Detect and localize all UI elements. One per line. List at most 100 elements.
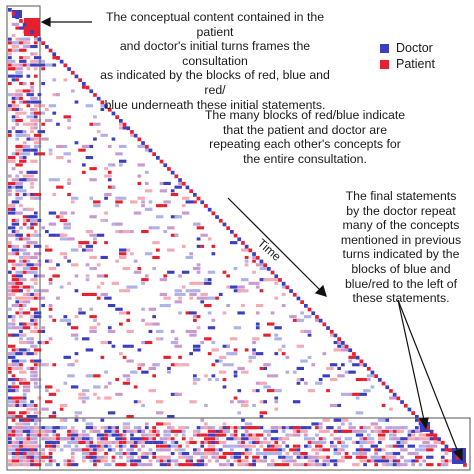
matrix-block xyxy=(392,426,401,430)
matrix-block xyxy=(15,252,20,256)
matrix-block xyxy=(30,93,34,97)
matrix-block xyxy=(30,307,38,311)
diagonal-cell xyxy=(148,148,153,153)
matrix-block xyxy=(170,329,175,333)
diagonal-cell xyxy=(119,119,123,123)
matrix-block xyxy=(218,448,223,452)
matrix-block xyxy=(292,433,301,437)
matrix-block xyxy=(152,374,156,378)
matrix-block xyxy=(415,448,419,452)
matrix-block xyxy=(363,389,371,393)
matrix-block xyxy=(252,341,256,345)
matrix-block xyxy=(204,455,208,459)
matrix-block xyxy=(107,426,112,430)
matrix-block xyxy=(11,448,16,452)
matrix-block xyxy=(156,444,160,448)
matrix-block xyxy=(96,296,101,300)
matrix-block xyxy=(33,448,38,452)
matrix-block xyxy=(300,463,304,467)
matrix-block xyxy=(41,433,45,437)
matrix-block xyxy=(26,244,31,248)
matrix-block xyxy=(211,341,216,345)
matrix-block xyxy=(407,452,415,456)
matrix-block xyxy=(15,429,23,433)
matrix-block xyxy=(119,144,127,148)
matrix-block xyxy=(89,329,97,333)
matrix-block xyxy=(137,348,142,352)
matrix-block xyxy=(89,459,94,463)
matrix-block xyxy=(363,378,367,382)
matrix-block xyxy=(255,389,260,393)
matrix-block xyxy=(115,222,123,226)
matrix-block xyxy=(82,396,90,400)
matrix-block xyxy=(107,381,112,385)
turn-diagonal xyxy=(8,8,467,467)
matrix-block xyxy=(70,248,79,252)
diagonal-cell xyxy=(252,252,256,256)
matrix-block xyxy=(70,459,75,463)
legend: Doctor Patient xyxy=(380,40,474,72)
matrix-block xyxy=(137,440,142,444)
matrix-block xyxy=(315,426,319,430)
matrix-block xyxy=(159,459,164,463)
matrix-block xyxy=(45,119,53,123)
matrix-block xyxy=(63,437,71,441)
matrix-block xyxy=(93,392,97,396)
matrix-block xyxy=(156,459,160,463)
matrix-block xyxy=(115,452,123,456)
matrix-block xyxy=(22,156,27,160)
matrix-block xyxy=(33,133,42,137)
matrix-block xyxy=(93,237,97,241)
matrix-block xyxy=(78,148,86,152)
matrix-block xyxy=(33,418,42,422)
matrix-block xyxy=(174,392,182,396)
matrix-block xyxy=(355,396,360,400)
matrix-block xyxy=(141,433,145,437)
diagonal-cell xyxy=(141,141,145,145)
diagonal-cell xyxy=(296,296,301,301)
matrix-block xyxy=(111,433,119,437)
matrix-block xyxy=(159,448,164,452)
matrix-block xyxy=(41,455,49,459)
matrix-block xyxy=(26,45,31,49)
matrix-block xyxy=(152,255,160,259)
matrix-block xyxy=(274,463,282,467)
matrix-block xyxy=(274,333,279,337)
diagonal-cell xyxy=(126,126,131,131)
matrix-block xyxy=(170,189,175,193)
matrix-block xyxy=(233,426,238,430)
matrix-block xyxy=(267,389,275,393)
matrix-block xyxy=(104,429,112,433)
matrix-block xyxy=(22,304,27,308)
matrix-block xyxy=(255,452,264,456)
diagonal-cell xyxy=(130,130,134,134)
matrix-block xyxy=(248,355,256,359)
matrix-block xyxy=(156,433,160,437)
legend-item-doctor: Doctor xyxy=(380,40,474,56)
matrix-block xyxy=(333,348,341,352)
matrix-block xyxy=(70,196,79,200)
matrix-block xyxy=(152,226,160,230)
matrix-block xyxy=(130,459,134,463)
matrix-block xyxy=(359,448,364,452)
matrix-block xyxy=(148,329,153,333)
matrix-block xyxy=(15,233,23,237)
matrix-block xyxy=(366,433,371,437)
matrix-block xyxy=(292,370,297,374)
matrix-block xyxy=(244,452,253,456)
matrix-block xyxy=(233,433,238,437)
diagonal-cell xyxy=(159,159,164,164)
matrix-block xyxy=(111,163,116,167)
matrix-block xyxy=(26,67,31,71)
matrix-block xyxy=(33,119,42,123)
matrix-block xyxy=(148,366,156,370)
matrix-block xyxy=(207,352,212,356)
matrix-block xyxy=(11,178,20,182)
matrix-block xyxy=(193,329,197,333)
matrix-block xyxy=(440,459,449,463)
matrix-block xyxy=(33,455,38,459)
matrix-block xyxy=(67,374,75,378)
matrix-block xyxy=(48,233,57,237)
diagonal-cell xyxy=(429,429,434,434)
